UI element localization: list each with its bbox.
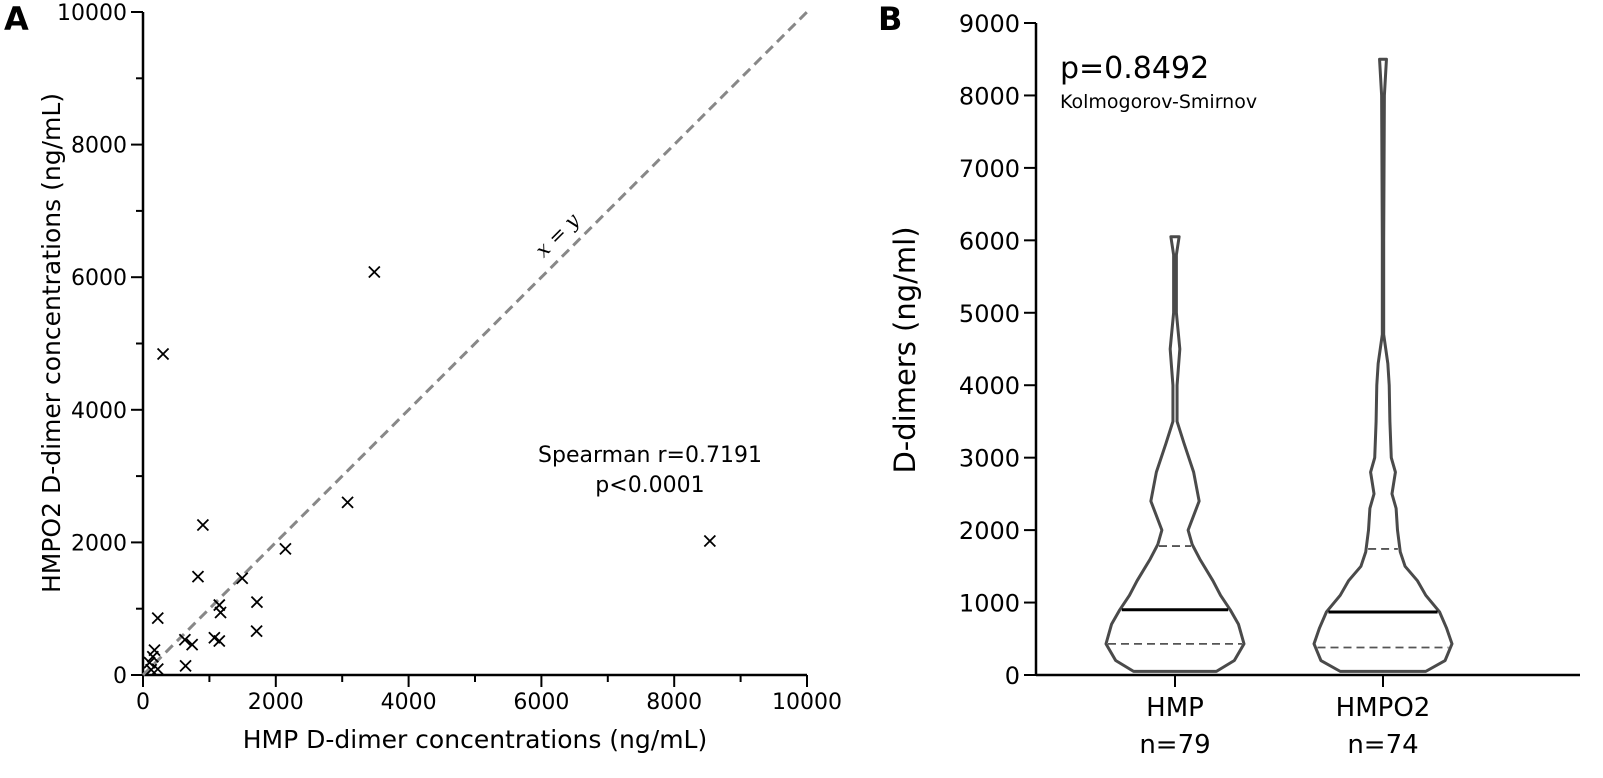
y-tick-label: 2000 xyxy=(71,531,127,556)
x-tick-label: 4000 xyxy=(381,690,437,715)
spearman-label: Spearman r=0.7191 xyxy=(538,443,762,468)
x-tick-label: 0 xyxy=(136,690,150,715)
y-tick-label: 8000 xyxy=(959,82,1020,110)
scatter-point xyxy=(213,634,226,648)
scatter-panel: 0 2000 4000 6000 8000 10000 0 2000 4000 6000 8000 1… xyxy=(37,1,842,754)
y-tick-label: 6000 xyxy=(71,266,127,291)
x-tick-label: 10000 xyxy=(772,690,842,715)
p-value-label: p<0.0001 xyxy=(595,473,704,498)
y-axis-title: HMPO2 D-dimer concentrations (ng/mL) xyxy=(37,93,66,593)
y-tick-label: 9000 xyxy=(959,10,1020,38)
scatter-point xyxy=(185,638,199,651)
panel-a-label: A xyxy=(4,0,29,38)
violin-panel: 0 1000 2000 3000 4000 5000 6000 7000 8000 9000 D-d… xyxy=(888,10,1580,760)
scatter-point xyxy=(179,659,192,672)
scatter-point xyxy=(146,650,159,663)
y-tick-label: 3000 xyxy=(959,445,1020,473)
group-label: HMPO2 xyxy=(1336,693,1431,723)
y-tick-label: 4000 xyxy=(71,399,127,424)
y-tick-label: 10000 xyxy=(57,1,127,26)
y-tick-label: 2000 xyxy=(959,517,1020,545)
scatter-point xyxy=(236,572,249,585)
y-tick-label: 1000 xyxy=(959,590,1020,618)
scatter-point xyxy=(191,570,205,583)
scatter-point xyxy=(250,625,263,638)
ks-test-label: Kolmogorov-Smirnov xyxy=(1060,91,1257,113)
scatter-point xyxy=(143,656,156,669)
scatter-point xyxy=(279,542,292,555)
group-label: HMP xyxy=(1146,693,1204,723)
scatter-point xyxy=(214,606,227,619)
group-n-label: n=74 xyxy=(1347,730,1418,760)
y-tick-label: 0 xyxy=(1005,662,1020,690)
scatter-point xyxy=(703,534,716,548)
scatter-point xyxy=(151,611,164,625)
scatter-point xyxy=(156,347,170,361)
scatter-point xyxy=(145,663,158,676)
violin-hmp xyxy=(1104,235,1246,673)
violin-hmpo2 xyxy=(1312,57,1454,673)
x-tick-label: 8000 xyxy=(646,690,702,715)
x-axis-title: HMP D-dimer concentrations (ng/mL) xyxy=(243,725,707,754)
y-tick-label: 5000 xyxy=(959,300,1020,328)
y-tick-label: 7000 xyxy=(959,155,1020,183)
panel-b-label: B xyxy=(878,0,902,38)
group-n-label: n=79 xyxy=(1139,730,1210,760)
identity-line xyxy=(141,10,809,677)
y-tick-label: 8000 xyxy=(71,134,127,159)
scatter-point xyxy=(341,496,354,509)
x-tick-label: 6000 xyxy=(513,690,569,715)
y-tick-label: 6000 xyxy=(959,227,1020,255)
y-tick-label: 4000 xyxy=(959,372,1020,400)
scatter-point xyxy=(368,265,381,279)
scatter-point xyxy=(178,633,192,646)
scatter-point xyxy=(196,518,210,532)
x-tick-label: 2000 xyxy=(248,690,304,715)
ks-p-value: p=0.8492 xyxy=(1060,51,1209,86)
y-axis-title: D-dimers (ng/ml) xyxy=(888,226,922,473)
identity-line-label: x = y xyxy=(530,208,584,262)
y-tick-label: 0 xyxy=(113,664,127,689)
scatter-point xyxy=(250,595,264,609)
